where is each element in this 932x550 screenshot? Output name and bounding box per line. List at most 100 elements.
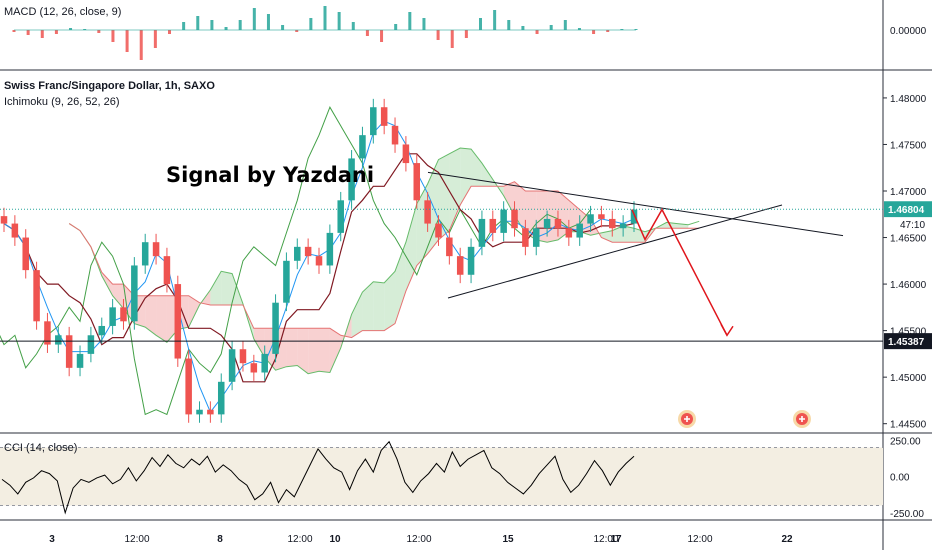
cci-title: CCI (14, close) [4, 442, 78, 454]
candle-body [109, 307, 116, 326]
ichimoku-cloud-segment [221, 271, 233, 306]
macd-bar [408, 12, 412, 30]
macd-bar [351, 22, 355, 30]
candle-body [250, 363, 258, 373]
time-tick-label: 10 [329, 534, 341, 545]
macd-bar [309, 18, 313, 30]
candle-body [11, 223, 19, 238]
macd-bar [111, 30, 115, 42]
candle-body [554, 218, 562, 229]
candle-body [609, 218, 616, 229]
ichimoku-cloud-segment [449, 147, 461, 231]
candle-body [228, 349, 236, 382]
candle-body [196, 409, 203, 415]
candle-body [456, 256, 464, 275]
candle-body [435, 223, 442, 238]
candle-body [424, 200, 431, 224]
macd-bar [507, 20, 511, 30]
macd-bar [436, 30, 440, 40]
candle-body [402, 144, 410, 164]
candle-body [120, 307, 127, 322]
last-price-tag [884, 201, 932, 218]
candle-body [141, 242, 149, 266]
macd-bar [549, 25, 553, 30]
signal-annotation: Signal by Yazdani [166, 163, 375, 187]
ichimoku-cloud-segment [156, 295, 167, 343]
macd-bar [464, 30, 468, 38]
event-marker-plus [684, 416, 690, 422]
candle-body [174, 284, 182, 359]
candle-body [359, 135, 366, 159]
countdown-label: 47:10 [900, 220, 925, 231]
candle-body [304, 246, 312, 257]
candle-body [413, 163, 421, 201]
macd-bar [535, 30, 539, 34]
event-marker-plus [799, 416, 805, 422]
macd-bar [450, 30, 454, 48]
ichimoku-cloud-segment [514, 181, 526, 233]
price-tick-label: 1.46500 [890, 234, 927, 245]
macd-panel [12, 6, 638, 60]
candle-body [22, 237, 29, 271]
ichimoku-cloud-segment [612, 225, 624, 243]
price-tick-label: 1.46000 [890, 280, 927, 291]
macd-bar [125, 30, 129, 52]
macd-title: MACD (12, 26, close, 9) [4, 6, 122, 18]
macd-bar [380, 30, 384, 42]
macd-bar [394, 24, 398, 30]
trendline-lower [447, 204, 783, 299]
candle-body [543, 218, 551, 229]
candle-body [272, 302, 279, 354]
countdown-bg [884, 217, 932, 233]
macd-bar [365, 30, 369, 36]
macd-bar [337, 12, 341, 30]
ichimoku-cloud-segment [112, 284, 124, 309]
candle-body [478, 218, 486, 247]
macd-bar [97, 30, 101, 33]
macd-bar [479, 18, 482, 30]
candle-body [65, 335, 73, 368]
macd-bar [493, 10, 497, 30]
candle-body [283, 260, 290, 303]
candle-body [87, 335, 95, 354]
time-tick-label: 15 [502, 534, 514, 545]
senkou-span-a [68, 147, 700, 375]
candle-body [98, 325, 106, 336]
ichimoku-cloud-segment [329, 328, 341, 373]
price-axis-bg [883, 0, 932, 550]
macd-bar [295, 30, 299, 32]
cci-panel [0, 440, 883, 515]
ichimoku-cloud-segment [373, 281, 385, 331]
ichimoku-cloud-segment [623, 225, 634, 243]
macd-bar [26, 30, 30, 35]
candle-body [315, 256, 323, 266]
price-panel [0, 98, 883, 428]
macd-bar [577, 28, 581, 30]
ichimoku-cloud-segment [210, 271, 222, 306]
cci-tick-label: -250.00 [890, 509, 924, 520]
time-tick-label: 12:00 [287, 534, 312, 545]
price-tick-label: 1.45000 [890, 373, 927, 384]
macd-bar [69, 28, 73, 30]
macd-bar [563, 20, 567, 30]
ichimoku-cloud-segment [351, 292, 363, 338]
candle-body [370, 107, 377, 136]
candle-body [217, 381, 225, 415]
macd-bar [40, 30, 44, 38]
candle-body [500, 209, 507, 233]
cci-line [1, 440, 635, 515]
macd-bar [153, 30, 157, 48]
candle-body [522, 228, 529, 247]
ichimoku-cloud-segment [503, 181, 515, 216]
time-tick-label: 3 [49, 534, 55, 545]
kijun-sen [3, 153, 635, 383]
candle-body [446, 237, 453, 257]
macd-bar [196, 16, 200, 30]
ichimoku-label: Ichimoku (9, 26, 52, 26) [4, 96, 120, 108]
level-price-tag [884, 333, 932, 350]
ichimoku-cloud-segment [145, 295, 157, 336]
candle-body [44, 321, 51, 345]
ichimoku-cloud-segment [384, 271, 396, 331]
